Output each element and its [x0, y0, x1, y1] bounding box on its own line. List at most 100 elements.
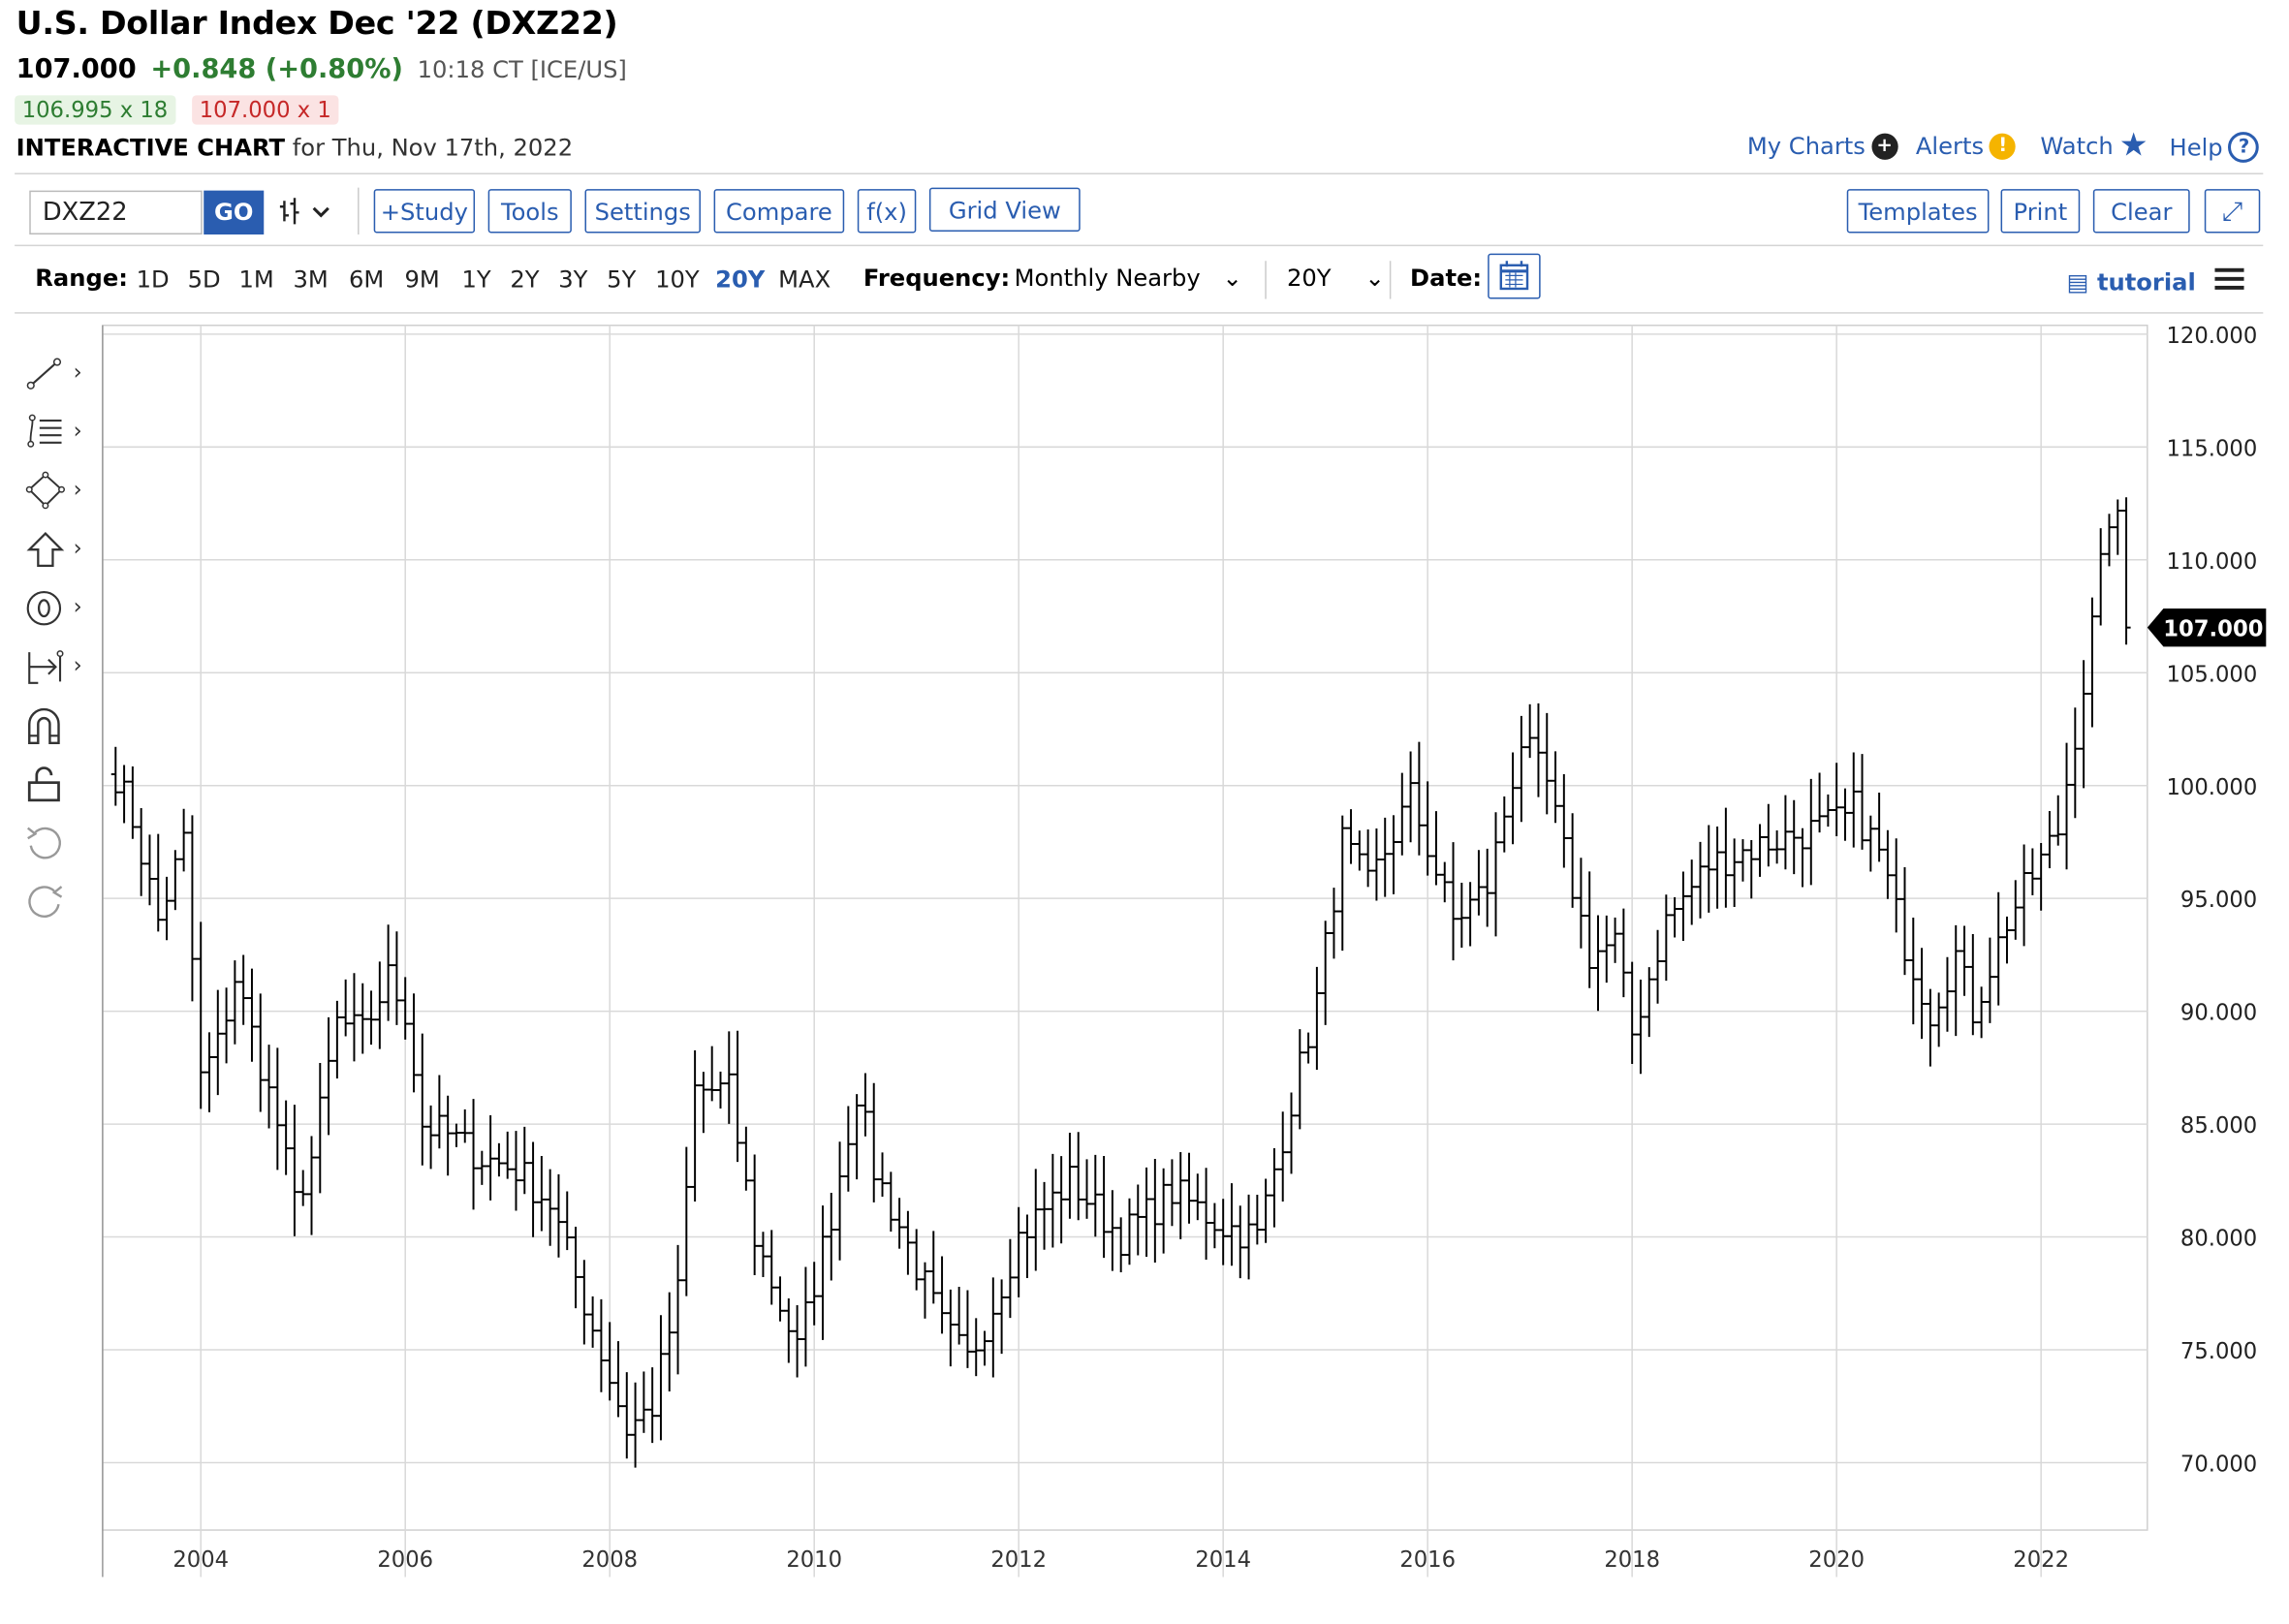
measure-tool-icon	[28, 650, 64, 684]
range-option-max[interactable]: MAX	[778, 265, 831, 294]
y-tick-label: 85.000	[2180, 1113, 2257, 1139]
magnet-button[interactable]	[23, 705, 94, 746]
chevron-down-icon: ⌄	[1364, 264, 1385, 292]
tutorial-label: tutorial	[2096, 267, 2196, 297]
frequency-value: Monthly Nearby	[1014, 264, 1201, 292]
undo-icon	[26, 827, 61, 859]
y-tick-label: 70.000	[2180, 1452, 2257, 1478]
tools-button[interactable]: Tools	[487, 189, 572, 234]
range-option-3m[interactable]: 3M	[293, 265, 329, 294]
lock-icon	[27, 766, 60, 802]
toolbar-divider-line	[15, 244, 2264, 247]
x-tick-label: 2006	[377, 1547, 433, 1573]
range-option-6m[interactable]: 6M	[348, 265, 385, 294]
grid-view-button[interactable]: Grid View	[928, 187, 1081, 232]
fib-tool-icon	[27, 414, 62, 448]
study-button[interactable]: +Study	[373, 189, 476, 234]
chevron-right-icon: ›	[73, 535, 82, 562]
header-divider	[15, 172, 2264, 174]
range-divider-line	[15, 312, 2264, 314]
date-picker-button[interactable]	[1488, 253, 1541, 299]
star-icon: ★	[2118, 126, 2148, 164]
redo-button[interactable]	[23, 881, 94, 921]
arrow-tool-button[interactable]: ›	[23, 529, 94, 570]
last-price-marker	[2147, 608, 2267, 647]
frequency-dropdown[interactable]: Monthly Nearby ⌄	[1015, 264, 1242, 292]
line-tool-button[interactable]: ›	[23, 354, 94, 394]
ohlc-bars-icon	[279, 198, 329, 225]
magnet-icon	[28, 707, 60, 745]
settings-button[interactable]: Settings	[584, 189, 701, 234]
y-tick-label: 80.000	[2180, 1227, 2257, 1252]
hamburger-icon	[2214, 267, 2244, 290]
ask-badge: 107.000 x 1	[192, 95, 339, 125]
label-tool-button[interactable]: ›	[23, 588, 94, 629]
my-charts-label: My Charts	[1746, 132, 1866, 160]
range-option-1y[interactable]: 1Y	[461, 265, 491, 294]
shape-tool-button[interactable]: ›	[23, 471, 94, 512]
print-button[interactable]: Print	[2000, 189, 2081, 234]
chevron-right-icon: ›	[73, 593, 82, 620]
range-option-9m[interactable]: 9M	[404, 265, 440, 294]
page-title: U.S. Dollar Index Dec '22 (DXZ22)	[16, 6, 618, 43]
range-option-10y[interactable]: 10Y	[655, 265, 700, 294]
range-option-5y[interactable]: 5Y	[607, 265, 637, 294]
y-tick-label: 105.000	[2166, 662, 2257, 687]
x-tick-label: 2010	[786, 1547, 842, 1573]
go-button[interactable]: GO	[204, 190, 265, 234]
y-tick-label: 100.000	[2166, 775, 2257, 800]
chart-date: for Thu, Nov 17th, 2022	[292, 133, 574, 162]
line-tool-icon	[26, 358, 62, 390]
function-button[interactable]: f(x)	[857, 189, 917, 234]
expand-button[interactable]: ⤢	[2204, 189, 2261, 234]
range-divider	[1265, 261, 1267, 299]
x-tick-label: 2014	[1195, 1547, 1251, 1573]
range-option-1m[interactable]: 1M	[238, 265, 274, 294]
chevron-right-icon: ›	[73, 476, 82, 503]
tutorial-link[interactable]: ▤ tutorial	[2067, 268, 2196, 297]
fib-tool-button[interactable]: ›	[23, 412, 94, 453]
redo-icon	[28, 886, 63, 918]
period-dropdown[interactable]: 20Y ⌄	[1287, 264, 1385, 292]
chevron-right-icon: ›	[73, 359, 82, 386]
x-tick-label: 2008	[581, 1547, 638, 1573]
range-divider-2	[1389, 261, 1392, 299]
range-option-3y[interactable]: 3Y	[558, 265, 588, 294]
quote-time: 10:18 CT [ICE/US]	[417, 55, 627, 84]
compare-button[interactable]: Compare	[713, 189, 845, 234]
alerts-link[interactable]: Alerts !	[1916, 132, 2017, 160]
range-option-1d[interactable]: 1D	[136, 265, 170, 294]
film-icon: ▤	[2066, 267, 2089, 297]
lock-button[interactable]	[23, 764, 94, 804]
label-tool-icon	[26, 590, 62, 626]
help-icon: ?	[2228, 132, 2260, 163]
plot-area	[102, 325, 2148, 1531]
period-value: 20Y	[1286, 264, 1332, 292]
templates-button[interactable]: Templates	[1846, 189, 1990, 234]
chart-heading: INTERACTIVE CHART for Thu, Nov 17th, 202…	[16, 134, 573, 162]
y-tick-label: 95.000	[2180, 888, 2257, 913]
plus-circle-icon: +	[1870, 132, 1898, 160]
range-option-5d[interactable]: 5D	[187, 265, 221, 294]
undo-button[interactable]	[23, 823, 94, 863]
date-label: Date:	[1410, 264, 1483, 292]
measure-tool-button[interactable]: ›	[23, 646, 94, 687]
frequency-label: Frequency:	[862, 264, 1011, 292]
range-option-2y[interactable]: 2Y	[510, 265, 540, 294]
last-price: 107.000	[16, 53, 137, 85]
help-link[interactable]: Help ?	[2170, 132, 2260, 163]
clear-button[interactable]: Clear	[2092, 189, 2190, 234]
watch-link[interactable]: Watch ★	[2040, 126, 2148, 164]
range-option-20y[interactable]: 20Y	[715, 265, 766, 294]
menu-button[interactable]	[2214, 265, 2244, 292]
chart-label: INTERACTIVE CHART	[16, 133, 286, 162]
range-label: Range:	[35, 264, 128, 292]
last-price-label: 107.000	[2163, 617, 2263, 642]
bar-type-dropdown[interactable]	[278, 195, 340, 230]
symbol-input[interactable]	[29, 190, 203, 234]
my-charts-link[interactable]: My Charts +	[1746, 132, 1898, 160]
shape-tool-icon	[25, 471, 66, 510]
y-tick-label: 75.000	[2180, 1339, 2257, 1364]
chevron-right-icon: ›	[73, 652, 82, 679]
